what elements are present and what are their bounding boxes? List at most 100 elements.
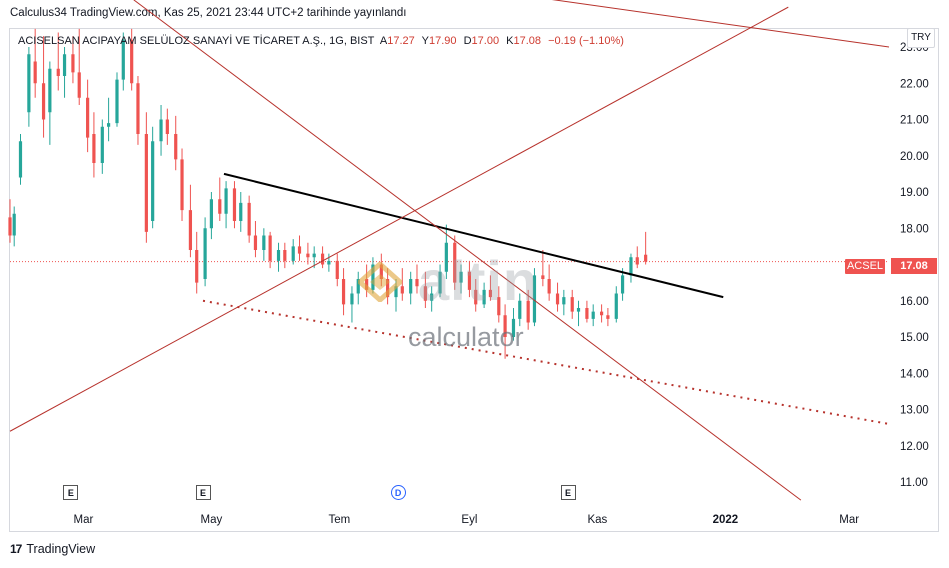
candle-body [629, 257, 633, 276]
candle-body [562, 297, 566, 305]
time-tick-label: May [201, 514, 223, 526]
candle [532, 268, 537, 327]
candle-body [488, 289, 493, 298]
candle-body [209, 199, 213, 229]
candle-body [482, 289, 486, 305]
candle-body [151, 141, 155, 221]
trendline [223, 172, 724, 299]
candle-body [532, 275, 537, 323]
candle [371, 257, 375, 294]
price-axis: 11.0012.0013.0014.0015.0016.0017.0018.00… [900, 42, 929, 489]
ohlc-legend: ACISELSAN ACIPAYAM SELÜLOZ SANAYİ VE TİC… [18, 35, 628, 47]
candle [224, 181, 228, 229]
candle-body [106, 123, 111, 127]
candle [115, 72, 119, 127]
candle [350, 286, 354, 323]
candle-body [195, 250, 199, 283]
tradingview-logo-icon: 17 [10, 542, 22, 556]
candle [320, 246, 325, 269]
candle [27, 47, 31, 127]
candle [86, 79, 90, 153]
candle-body [165, 119, 169, 134]
open-value: 17.27 [387, 35, 415, 47]
candle [341, 268, 346, 316]
candle [100, 119, 104, 174]
candle [335, 253, 339, 287]
candle [239, 192, 243, 232]
earnings-marker[interactable]: E [63, 485, 79, 500]
trendline [202, 299, 890, 425]
candle [629, 253, 633, 283]
candle-body [86, 97, 90, 138]
candle-body [541, 275, 545, 279]
candle-body [467, 271, 472, 290]
chart-frame[interactable] [9, 28, 939, 532]
candle [159, 105, 163, 156]
time-tick-label: Kas [587, 514, 607, 526]
candle-body [297, 246, 302, 254]
time-axis: Mar May Tem Eyl Kas 2022 Mar [74, 514, 860, 526]
candle [599, 304, 604, 323]
candle [71, 36, 75, 84]
candle-body [180, 159, 184, 211]
candle [541, 250, 545, 287]
candle [62, 47, 67, 98]
candle [136, 76, 140, 145]
price-tick-label: 16.00 [900, 296, 929, 308]
candle-body [18, 141, 23, 178]
candle [635, 246, 639, 269]
candle-body [188, 210, 193, 250]
price-tick-label: 11.00 [900, 477, 928, 489]
candle-body [350, 293, 354, 305]
candle [570, 289, 574, 319]
high-label: Y [421, 35, 429, 47]
drawn-lines-layer [9, 0, 890, 501]
candle [41, 36, 46, 138]
trendline [133, 0, 802, 501]
candle-body [400, 286, 404, 294]
candles-layer [8, 28, 648, 359]
candle [591, 304, 595, 327]
candle-body [283, 250, 287, 261]
dividend-marker[interactable]: D [390, 485, 406, 500]
candle [400, 268, 404, 301]
price-tick-label: 19.00 [900, 187, 929, 199]
candle-body [415, 279, 419, 287]
price-tick-label: 14.00 [900, 368, 929, 380]
candle-body [100, 126, 104, 163]
footer[interactable]: 17 TradingView [10, 542, 95, 556]
candle [606, 308, 610, 327]
candle-body [511, 318, 516, 337]
candle-body [635, 257, 639, 265]
watermark-logo-icon [356, 260, 404, 304]
candle [106, 97, 111, 142]
candle [268, 231, 272, 269]
candle [585, 300, 589, 323]
price-tick-label: 18.00 [900, 223, 929, 235]
candle-body [518, 300, 522, 319]
candle [33, 28, 37, 98]
candle [188, 184, 193, 258]
candle-body [8, 217, 12, 236]
currency-button[interactable]: TRY [907, 28, 935, 48]
candle [130, 28, 134, 91]
candle-body [356, 279, 360, 294]
earnings-marker[interactable]: E [195, 485, 211, 500]
close-label: K [506, 35, 514, 47]
time-tick-label: Eyl [461, 514, 477, 526]
candle-body [115, 79, 119, 124]
earnings-marker[interactable]: E [560, 485, 576, 500]
candle-body [547, 279, 551, 294]
candle [482, 282, 486, 308]
candle [144, 112, 148, 243]
candle [92, 112, 96, 178]
candle-body [71, 54, 75, 73]
open-label: A [379, 35, 388, 47]
candle [180, 148, 184, 221]
candle [526, 289, 530, 330]
candle [48, 61, 52, 145]
candle-body [379, 264, 383, 279]
candle-body [92, 134, 96, 163]
candle-body [174, 134, 178, 160]
